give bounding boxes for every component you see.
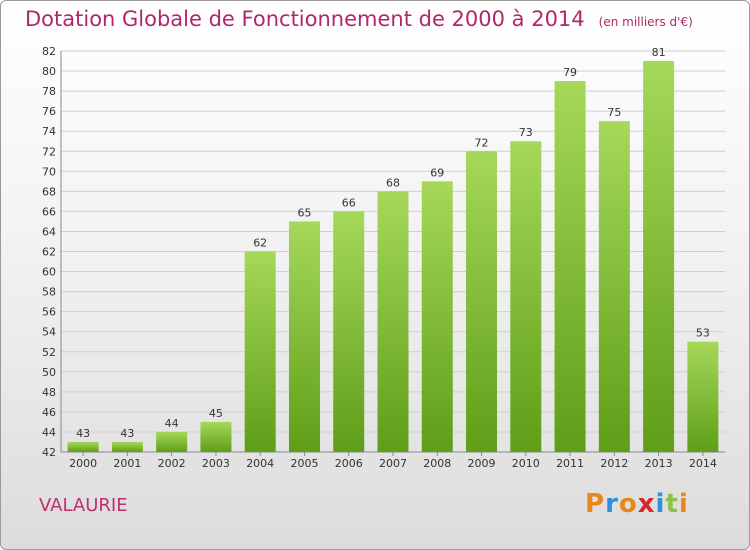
x-tick-label: 2012: [600, 457, 628, 470]
y-tick-label: 78: [42, 85, 56, 98]
bar: [598, 121, 630, 453]
value-label: 66: [342, 196, 356, 209]
x-tick-label: 2010: [512, 457, 540, 470]
x-tick-label: 2003: [202, 457, 230, 470]
x-tick-label: 2000: [69, 457, 97, 470]
y-tick-label: 52: [42, 346, 56, 359]
chart-title-text: Dotation Globale de Fonctionnement de 20…: [25, 7, 585, 31]
bar: [377, 191, 409, 452]
y-tick-label: 60: [42, 266, 56, 279]
logo-letter: i: [655, 489, 666, 519]
bars: [67, 61, 719, 453]
logo-letter: x: [637, 489, 656, 519]
logo-letter: i: [678, 489, 689, 519]
bar: [111, 441, 143, 452]
value-label: 72: [475, 136, 489, 149]
x-tick-label: 2001: [113, 457, 141, 470]
bar: [156, 431, 188, 452]
value-label: 75: [607, 106, 621, 119]
value-label: 53: [696, 327, 710, 340]
bar: [200, 421, 232, 452]
y-tick-label: 82: [42, 45, 56, 58]
x-tick-label: 2011: [556, 457, 584, 470]
proxiti-logo[interactable]: Proxiti: [585, 489, 689, 519]
value-label: 79: [563, 66, 577, 79]
chart-subtitle: (en milliers d'€): [598, 15, 693, 29]
bar: [421, 181, 453, 452]
value-label: 45: [209, 407, 223, 420]
value-labels: 43 43 44 45 62 65 66 68 69 72 73 79 75 81 53: [76, 46, 710, 440]
value-label: 81: [652, 46, 666, 59]
x-tick-label: 2004: [246, 457, 274, 470]
value-label: 73: [519, 126, 533, 139]
value-label: 62: [253, 237, 267, 250]
bar: [510, 141, 542, 452]
y-tick-label: 58: [42, 286, 56, 299]
y-tick-label: 66: [42, 205, 56, 218]
bar: [687, 341, 719, 452]
x-tick-label: 2008: [423, 457, 451, 470]
value-label: 68: [386, 176, 400, 189]
value-label: 43: [120, 427, 134, 440]
y-tick-label: 46: [42, 406, 56, 419]
y-tick-label: 68: [42, 185, 56, 198]
logo-letter: o: [618, 489, 638, 519]
y-tick-label: 50: [42, 366, 56, 379]
x-tick-label: 2014: [689, 457, 717, 470]
y-tick-label: 44: [42, 426, 56, 439]
bar: [554, 81, 586, 452]
x-tick-label: 2007: [379, 457, 407, 470]
value-label: 44: [165, 417, 179, 430]
y-tick-label: 48: [42, 386, 56, 399]
logo-letter: r: [605, 489, 619, 519]
bar: [288, 221, 320, 452]
chart-title: Dotation Globale de Fonctionnement de 20…: [25, 7, 693, 31]
y-tick-label: 64: [42, 225, 56, 238]
x-tick-label: 2002: [158, 457, 186, 470]
x-tick-label: 2005: [290, 457, 318, 470]
value-label: 69: [430, 166, 444, 179]
logo-letter: P: [585, 489, 606, 519]
value-label: 43: [76, 427, 90, 440]
y-tick-label: 62: [42, 246, 56, 259]
x-tick-label: 2013: [645, 457, 673, 470]
y-tick-label: 70: [42, 165, 56, 178]
place-name: VALAURIE: [39, 495, 128, 516]
y-tick-label: 54: [42, 326, 56, 339]
bar: [333, 211, 365, 452]
y-tick-label: 72: [42, 145, 56, 158]
y-tick-label: 56: [42, 306, 56, 319]
bar: [643, 61, 675, 453]
y-tick-label: 42: [42, 446, 56, 459]
y-tick-label: 76: [42, 105, 56, 118]
x-tick-label: 2009: [468, 457, 496, 470]
value-label: 65: [297, 206, 311, 219]
bar: [244, 251, 276, 452]
x-tick-label: 2006: [335, 457, 363, 470]
bar: [67, 441, 99, 452]
bar: [466, 151, 498, 452]
logo-letter: t: [665, 489, 679, 519]
y-tick-label: 80: [42, 65, 56, 78]
y-tick-label: 74: [42, 125, 56, 138]
axes: 42 44 46 48 50 52 54 56 58 60 62 64 66 68 70 72 74 76 78 80…: [42, 45, 725, 470]
